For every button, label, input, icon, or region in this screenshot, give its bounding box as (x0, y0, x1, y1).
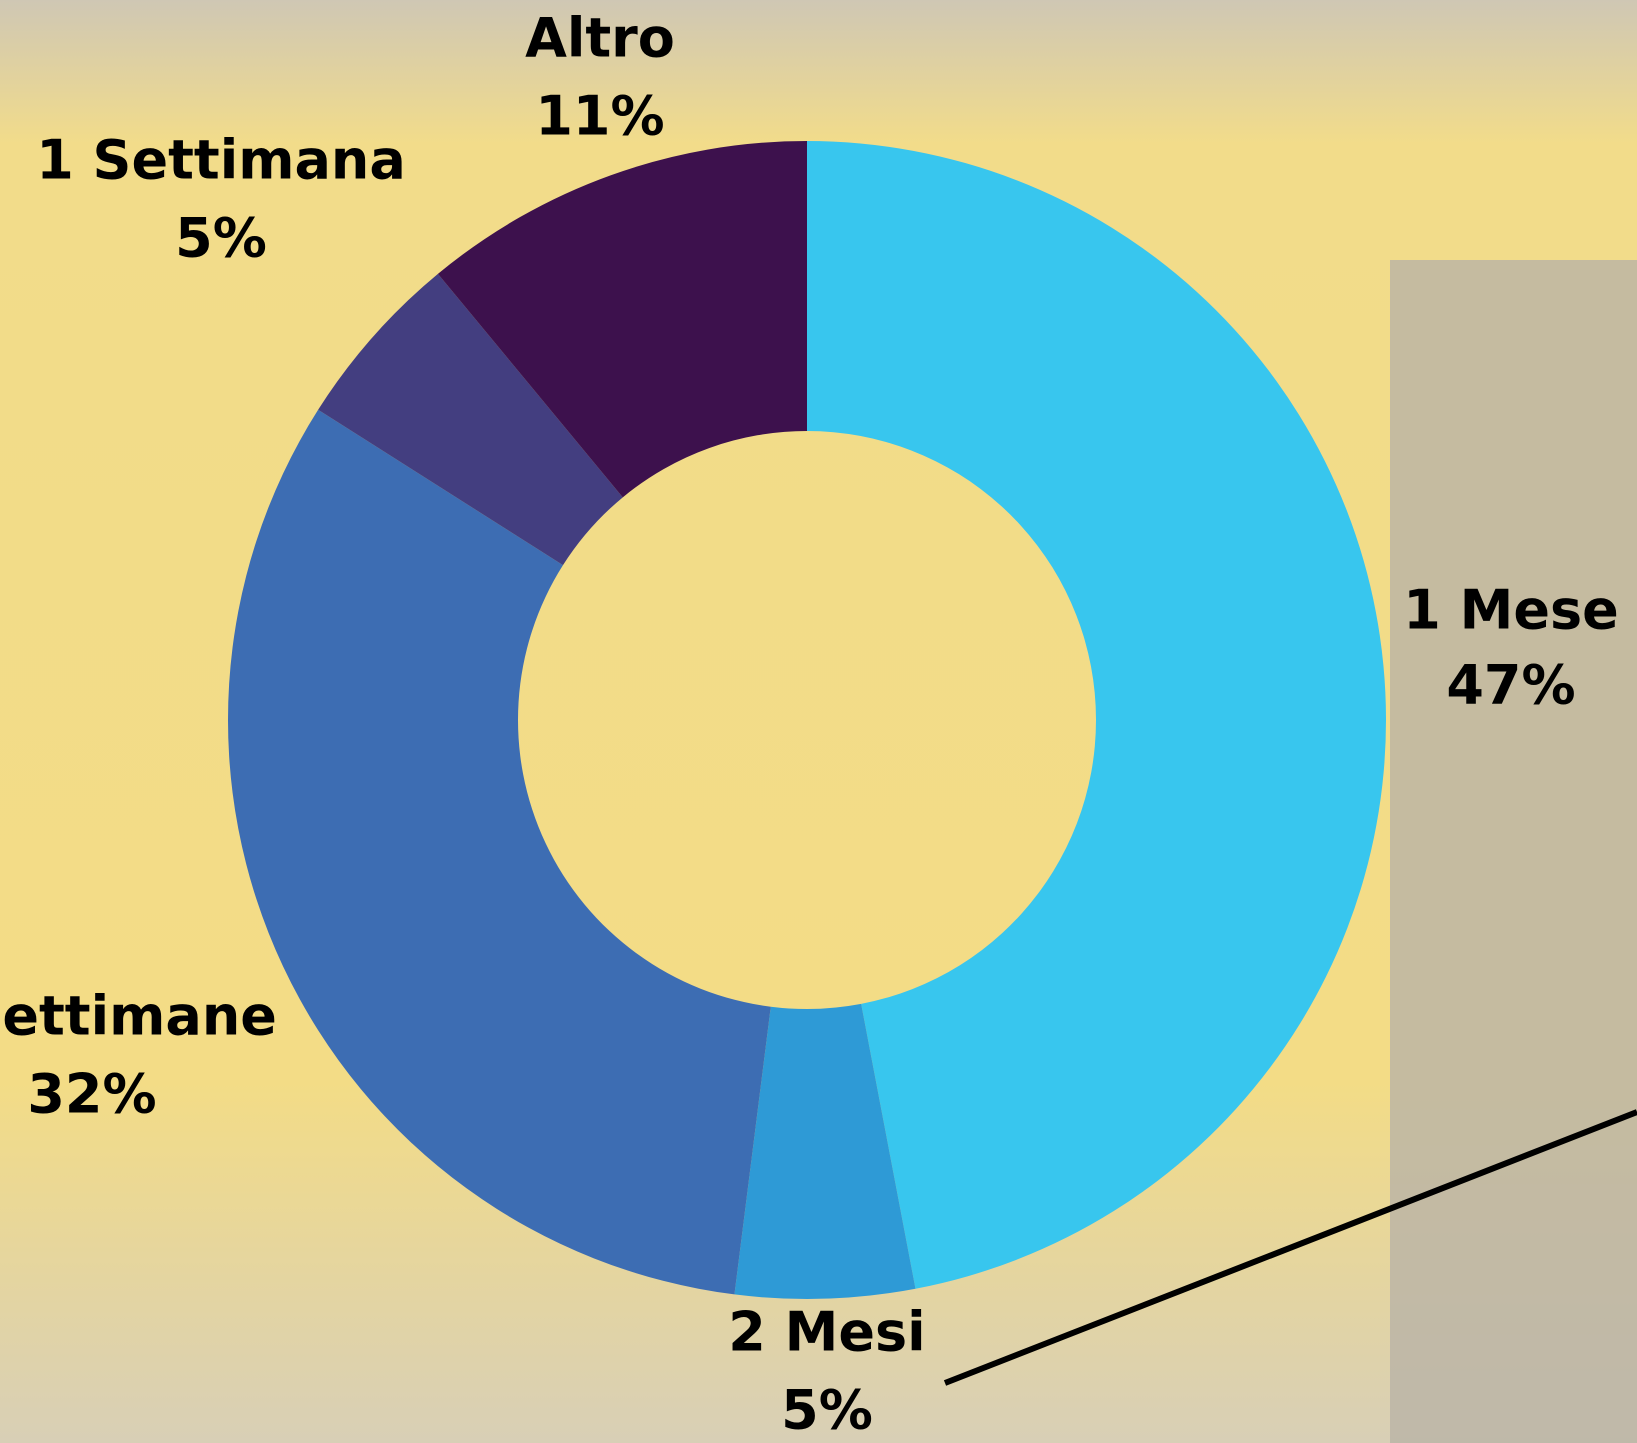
slice-label: 1 Mese (1403, 579, 1619, 642)
value-label: 5% (175, 207, 267, 270)
donut (227, 141, 1386, 1299)
leader-line (943, 1109, 1637, 1386)
value-label: 11% (535, 85, 664, 148)
slice-label: 1 Settimana (36, 129, 406, 192)
value-label: 5% (781, 1379, 873, 1442)
labels: 1 Mese 47% 2 Mesi 5% 2 Settimane 32% 1 Settima… (0, 7, 1619, 1442)
slice (318, 273, 623, 566)
value-label: 32% (27, 1063, 156, 1126)
slice (734, 1003, 916, 1299)
slice (227, 409, 771, 1295)
slice (807, 141, 1386, 1289)
slice-label: 2 Mesi (728, 1301, 925, 1364)
slice (437, 141, 807, 498)
value-label: 47% (1446, 654, 1575, 717)
slice-label: Altro (525, 7, 675, 70)
background-shape (1390, 260, 1637, 1443)
slice-label: 2 Settimane (0, 985, 277, 1048)
